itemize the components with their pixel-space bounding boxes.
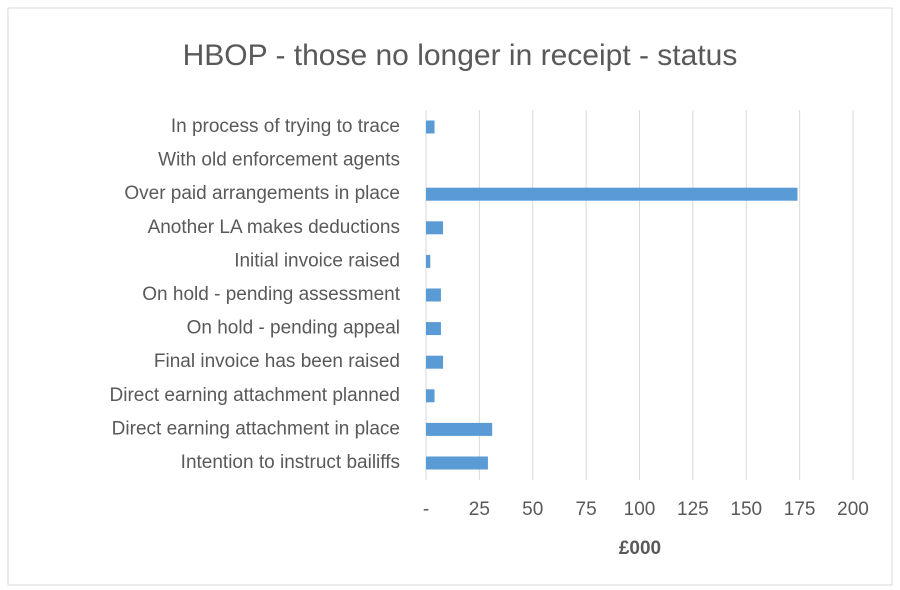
bar: [426, 355, 444, 369]
x-tick-label: 50: [522, 499, 543, 520]
x-tick-label: -: [423, 499, 429, 520]
y-tick-label: Final invoice has been raised: [154, 351, 400, 372]
bar: [426, 389, 435, 403]
y-tick-label: Direct earning attachment planned: [110, 385, 400, 406]
y-tick-label: Another LA makes deductions: [148, 217, 400, 238]
bar: [426, 456, 488, 470]
x-tick-label: 25: [469, 499, 490, 520]
y-tick-label: Initial invoice raised: [234, 250, 400, 271]
y-tick-label: Over paid arrangements in place: [124, 183, 400, 204]
bar: [426, 221, 444, 235]
y-tick-label: In process of trying to trace: [171, 116, 400, 137]
bar: [426, 120, 435, 134]
x-tick-label: 175: [784, 499, 816, 520]
x-axis-title: £000: [619, 538, 661, 559]
bar: [426, 322, 441, 336]
x-tick-label: 200: [837, 499, 869, 520]
bar: [426, 254, 431, 268]
x-tick-label: 100: [624, 499, 656, 520]
bar: [426, 187, 798, 201]
bar: [426, 422, 493, 436]
y-tick-label: Intention to instruct bailiffs: [181, 452, 400, 473]
x-tick-label: 150: [730, 499, 762, 520]
y-tick-label: On hold - pending assessment: [142, 284, 400, 305]
y-tick-label: On hold - pending appeal: [187, 318, 400, 339]
x-tick-label: 125: [677, 499, 709, 520]
x-tick-label: 75: [576, 499, 597, 520]
chart-border: [7, 7, 893, 586]
y-tick-label: With old enforcement agents: [158, 150, 400, 171]
bar: [426, 288, 441, 302]
y-tick-label: Direct earning attachment in place: [112, 418, 400, 439]
chart-title: HBOP - those no longer in receipt - stat…: [183, 39, 738, 72]
